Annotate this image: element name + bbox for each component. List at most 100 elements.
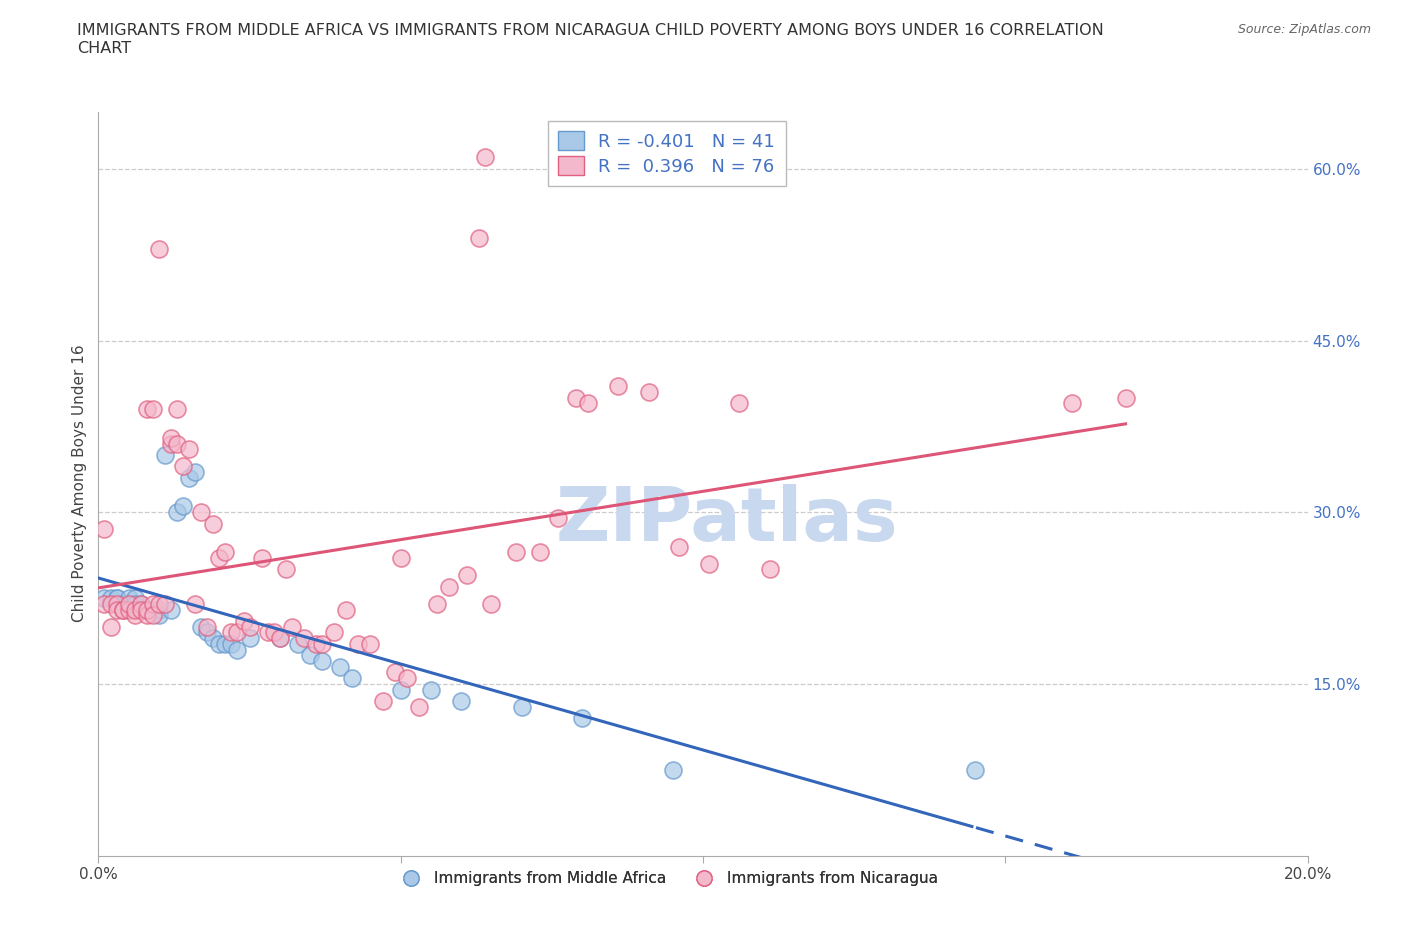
Point (129, 602, 152, 617)
Point (135, 602, 157, 617)
Point (105, 596, 128, 611)
Point (226, 642, 249, 657)
Point (305, 636, 328, 651)
Point (456, 567, 478, 582)
Point (195, 619, 218, 634)
Point (395, 671, 418, 685)
Point (221, 636, 243, 651)
Point (166, 402, 188, 417)
Point (105, 591, 128, 605)
Point (426, 596, 449, 611)
Point (135, 602, 157, 617)
Point (389, 551, 412, 565)
Point (576, 396, 599, 411)
Point (468, 230, 491, 245)
Point (105, 602, 128, 617)
Point (1060, 396, 1083, 411)
Point (384, 665, 406, 680)
Point (1115, 391, 1137, 405)
Point (311, 636, 333, 651)
Point (135, 608, 157, 623)
Point (118, 602, 141, 617)
Point (547, 511, 569, 525)
Point (292, 631, 315, 645)
Point (208, 551, 231, 565)
Point (661, 763, 683, 777)
Point (166, 505, 188, 520)
Point (190, 619, 212, 634)
Point (311, 654, 333, 669)
Point (190, 505, 212, 520)
Point (100, 596, 122, 611)
Point (226, 625, 249, 640)
Point (142, 402, 165, 417)
Point (135, 402, 157, 417)
Point (256, 625, 278, 640)
Point (124, 608, 146, 623)
Point (148, 242, 170, 257)
Point (565, 391, 588, 405)
Point (148, 602, 170, 617)
Point (160, 431, 183, 445)
Point (371, 694, 394, 709)
Point (250, 551, 273, 565)
Point (299, 648, 322, 663)
Point (111, 602, 134, 617)
Point (160, 436, 183, 451)
Point (214, 636, 236, 651)
Point (965, 763, 987, 777)
Point (142, 596, 165, 611)
Point (148, 596, 170, 611)
Point (668, 539, 690, 554)
Point (323, 625, 346, 640)
Point (269, 631, 291, 645)
Point (179, 442, 201, 457)
Point (360, 636, 382, 651)
Point (142, 608, 165, 623)
Point (269, 631, 291, 645)
Legend: Immigrants from Middle Africa, Immigrants from Nicaragua: Immigrants from Middle Africa, Immigrant… (389, 866, 943, 893)
Point (118, 591, 141, 605)
Point (529, 545, 551, 560)
Point (420, 683, 443, 698)
Point (342, 671, 364, 685)
Point (208, 636, 231, 651)
Point (287, 636, 309, 651)
Point (481, 596, 503, 611)
Point (214, 545, 236, 560)
Point (118, 596, 141, 611)
Point (274, 562, 297, 577)
Point (129, 596, 152, 611)
Point (93, 591, 115, 605)
Point (202, 516, 225, 531)
Point (111, 602, 134, 617)
Point (347, 636, 370, 651)
Point (148, 608, 170, 623)
Point (129, 596, 152, 611)
Point (93, 522, 115, 537)
Point (758, 562, 780, 577)
Point (166, 436, 188, 451)
Point (329, 659, 352, 674)
Point (160, 602, 183, 617)
Point (728, 396, 751, 411)
Point (450, 694, 472, 709)
Point (571, 711, 593, 725)
Point (281, 619, 304, 634)
Text: ZIPatlas: ZIPatlas (555, 485, 898, 557)
Point (408, 699, 430, 714)
Point (184, 465, 207, 480)
Text: IMMIGRANTS FROM MIDDLE AFRICA VS IMMIGRANTS FROM NICARAGUA CHILD POVERTY AMONG B: IMMIGRANTS FROM MIDDLE AFRICA VS IMMIGRA… (77, 23, 1104, 56)
Point (179, 471, 201, 485)
Point (153, 447, 176, 462)
Point (437, 579, 460, 594)
Point (221, 625, 243, 640)
Point (124, 591, 146, 605)
Point (124, 602, 146, 617)
Point (100, 619, 122, 634)
Point (202, 631, 225, 645)
Point (105, 591, 128, 605)
Point (184, 596, 207, 611)
Text: Source: ZipAtlas.com: Source: ZipAtlas.com (1237, 23, 1371, 36)
Point (637, 385, 659, 400)
